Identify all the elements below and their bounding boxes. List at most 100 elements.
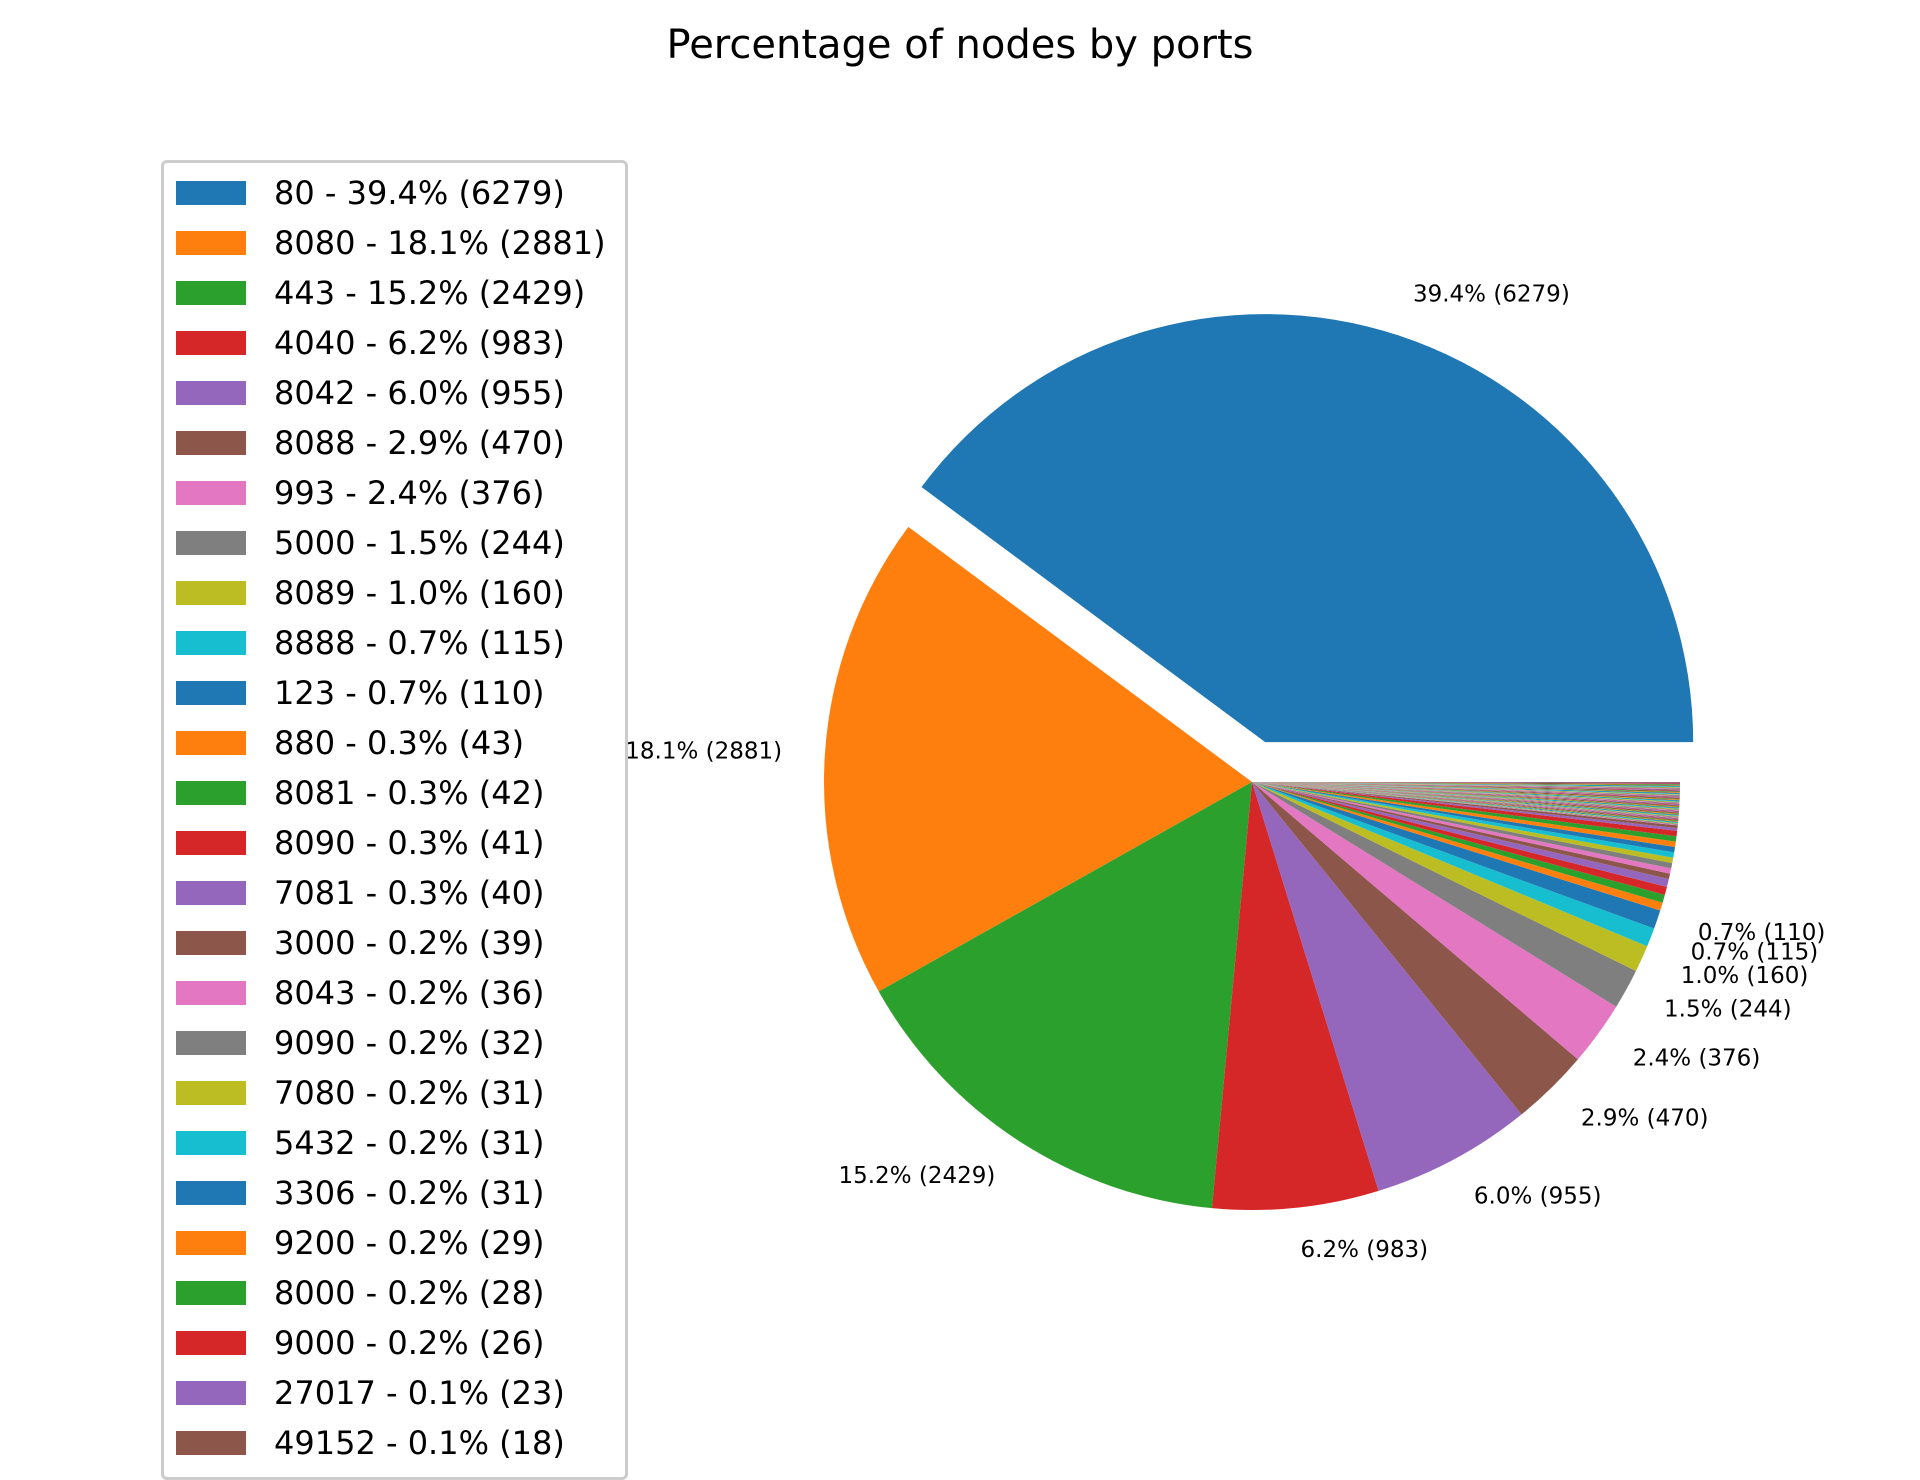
legend-label: 7080 - 0.2% (31) — [274, 1074, 545, 1112]
legend-swatch — [176, 681, 246, 705]
pie-label-443: 15.2% (2429) — [838, 1163, 995, 1189]
legend-label: 80 - 39.4% (6279) — [274, 174, 565, 212]
pie-slice-7080 — [1252, 782, 1674, 864]
legend-label: 8081 - 0.3% (42) — [274, 774, 545, 812]
legend-item-8042: 8042 - 6.0% (955) — [176, 371, 565, 415]
pie-slice-3000 — [1252, 782, 1671, 880]
legend-label: 8888 - 0.7% (115) — [274, 624, 565, 662]
pie-slice-other-46 — [1252, 782, 1680, 793]
pie-slice-other-22 — [1252, 782, 1680, 811]
legend-label: 8043 - 0.2% (36) — [274, 974, 545, 1012]
pie-slice-other-28 — [1252, 782, 1680, 806]
pie-slice-other-58 — [1252, 782, 1680, 785]
legend-swatch — [176, 1231, 246, 1255]
legend-item-8888: 8888 - 0.7% (115) — [176, 621, 565, 665]
legend-swatch — [176, 831, 246, 855]
pie-slice-other-59 — [1252, 782, 1680, 784]
pie-slice-other-39 — [1252, 782, 1680, 798]
pie-slice-other-31 — [1252, 782, 1680, 804]
pie-slice-9000 — [1252, 782, 1678, 837]
legend-swatch — [176, 1281, 246, 1305]
legend-swatch — [176, 231, 246, 255]
pie-slice-other-54 — [1252, 782, 1680, 788]
pie-label-8089: 1.0% (160) — [1681, 963, 1809, 989]
legend-label: 49152 - 0.1% (18) — [274, 1424, 565, 1462]
legend-item-9000: 9000 - 0.2% (26) — [176, 1321, 544, 1365]
pie-slice-other-33 — [1252, 782, 1680, 803]
pie-slice-4040 — [1211, 782, 1379, 1210]
pie-slice-3306 — [1252, 782, 1676, 853]
legend-label: 443 - 15.2% (2429) — [274, 274, 586, 312]
legend-label: 8088 - 2.9% (470) — [274, 424, 565, 462]
pie-slice-8089 — [1252, 782, 1648, 972]
legend-label: 123 - 0.7% (110) — [274, 674, 545, 712]
pie-slice-other-45 — [1252, 782, 1680, 794]
legend-swatch — [176, 1081, 246, 1105]
pie-slice-other-14 — [1252, 782, 1679, 817]
pie-slice-other-24 — [1252, 782, 1680, 809]
legend-label: 8090 - 0.3% (41) — [274, 824, 545, 862]
pie-slice-other-17 — [1252, 782, 1679, 814]
pie-slice-other-32 — [1252, 782, 1680, 804]
pie-slice-other-8 — [1252, 782, 1679, 821]
pie-slice-other-41 — [1252, 782, 1680, 797]
pie-slice-other-55 — [1252, 782, 1680, 787]
pie-slice-5432 — [1252, 782, 1675, 858]
legend-swatch — [176, 1331, 246, 1355]
pie-label-8888: 0.7% (115) — [1691, 939, 1819, 965]
pie-slice-other-7 — [1252, 782, 1679, 822]
pie-slice-other-52 — [1252, 782, 1680, 789]
legend-swatch — [176, 581, 246, 605]
legend-swatch — [176, 431, 246, 455]
chart-title: Percentage of nodes by ports — [666, 22, 1254, 68]
legend-item-443: 443 - 15.2% (2429) — [176, 271, 585, 315]
legend-label: 3306 - 0.2% (31) — [274, 1174, 545, 1212]
legend-label: 4040 - 6.2% (983) — [274, 324, 565, 362]
pie-slice-other-35 — [1252, 782, 1680, 801]
legend-label: 5432 - 0.2% (31) — [274, 1124, 545, 1162]
pie-slice-other-23 — [1252, 782, 1680, 810]
pie-slice-993 — [1252, 782, 1617, 1060]
pie-slice-other-50 — [1252, 782, 1680, 790]
legend-item-5000: 5000 - 1.5% (244) — [176, 521, 565, 565]
pie-label-5000: 1.5% (244) — [1664, 996, 1792, 1022]
pie-slice-other-48 — [1252, 782, 1680, 792]
pie-slice-other-57 — [1252, 782, 1680, 785]
pie-slice-other-49 — [1252, 782, 1680, 791]
legend-label: 5000 - 1.5% (244) — [274, 524, 565, 562]
pie-slice-9090 — [1252, 782, 1673, 869]
legend-swatch — [176, 1431, 246, 1455]
pie-label-8042: 6.0% (955) — [1474, 1184, 1602, 1210]
pie-chart: 39.4% (6279) 18.1% (2881) 15.2% (2429) 6.2%… — [625, 282, 1826, 1263]
legend-swatch — [176, 731, 246, 755]
legend-swatch — [176, 631, 246, 655]
legend-item-5432: 5432 - 0.2% (31) — [176, 1121, 544, 1165]
pie-slice-other-10 — [1252, 782, 1679, 819]
pie-slice-8088 — [1252, 782, 1578, 1115]
pie-slice-27017 — [1252, 782, 1678, 831]
pie-label-123: 0.7% (110) — [1698, 920, 1826, 946]
pie-slice-other-43 — [1252, 782, 1680, 796]
legend-item-8088: 8088 - 2.9% (470) — [176, 421, 565, 465]
legend-label: 9000 - 0.2% (26) — [274, 1324, 545, 1362]
legend-swatch — [176, 481, 246, 505]
pie-slice-other-19 — [1252, 782, 1679, 813]
legend-item-4040: 4040 - 6.2% (983) — [176, 321, 565, 365]
legend-item-3000: 3000 - 0.2% (39) — [176, 921, 544, 965]
legend-item-8043: 8043 - 0.2% (36) — [176, 971, 544, 1015]
pie-slice-other-6 — [1252, 782, 1679, 822]
pie-slice-other-60 — [1252, 782, 1680, 783]
legend-label: 9200 - 0.2% (29) — [274, 1224, 545, 1262]
pie-slice-other-51 — [1252, 782, 1680, 790]
pie-slice-other-11 — [1252, 782, 1679, 819]
legend-swatch — [176, 931, 246, 955]
pie-slice-other-2 — [1252, 782, 1678, 825]
legend-swatch — [176, 1131, 246, 1155]
pie-slice-other-34 — [1252, 782, 1680, 802]
pie-slice-49152 — [1252, 782, 1678, 829]
legend-swatch — [176, 1031, 246, 1055]
pie-label-4040: 6.2% (983) — [1301, 1237, 1429, 1263]
legend-label: 8000 - 0.2% (28) — [274, 1274, 545, 1312]
pie-slice-other-30 — [1252, 782, 1680, 805]
legend-label: 3000 - 0.2% (39) — [274, 924, 545, 962]
